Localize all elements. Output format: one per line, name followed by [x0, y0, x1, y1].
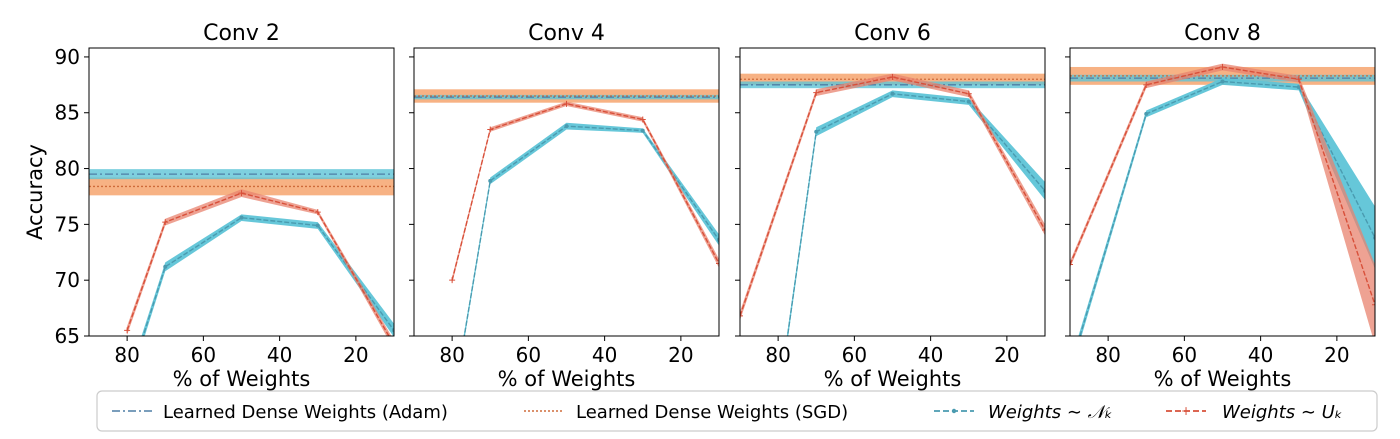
normal-point [564, 124, 569, 129]
plot-frame [1069, 47, 1376, 337]
uniform-point [449, 277, 456, 284]
normal-point [125, 384, 129, 388]
x-tick-label: 40 [1248, 343, 1273, 367]
panel-title: Conv 4 [528, 21, 605, 46]
uniform-point [1042, 226, 1045, 233]
legend-label-adam: Learned Dense Weights (Adam) [163, 402, 448, 423]
y-tick-label: 65 [55, 324, 80, 348]
x-tick-label: 80 [439, 343, 464, 367]
uniform-band [1070, 63, 1375, 336]
normal-point [1068, 367, 1072, 371]
uniform-point [889, 74, 896, 81]
uniform-point [1070, 261, 1073, 268]
normal-point [315, 223, 320, 228]
normal-point [163, 264, 168, 269]
normal-point [890, 91, 895, 96]
uniform-point [487, 126, 494, 133]
x-tick-label: 20 [994, 343, 1019, 367]
uniform-point [639, 116, 646, 123]
plot-frame [739, 47, 1046, 337]
normal-point [640, 128, 645, 133]
uniform-point [965, 90, 972, 97]
uniform-point [813, 89, 820, 96]
adam-band [89, 169, 394, 180]
normal-point [966, 99, 971, 104]
uniform-point [563, 100, 570, 107]
uniform-point [314, 209, 321, 216]
legend-entry-adam: Learned Dense Weights (Adam) [112, 402, 448, 423]
panel-title: Conv 6 [854, 21, 931, 46]
uniform-point [1295, 76, 1302, 83]
legend-label-normal: Weights ∼ 𝒩ₖ [988, 402, 1113, 423]
x-tick-label: 20 [668, 343, 693, 367]
y-axis-label: Accuracy [23, 144, 47, 240]
normal-point [239, 215, 244, 220]
uniform-point [391, 342, 397, 348]
uniform-point [1219, 63, 1226, 70]
panel-4: Conv 8 80 60 40 20 % of Weights [1065, 21, 1376, 391]
normal-series-line [1079, 80, 1375, 336]
x-tick-label: 80 [114, 343, 139, 367]
uniform-point [716, 260, 719, 267]
uniform-series-line [740, 76, 1045, 317]
normal-point [814, 129, 819, 134]
x-tick-label: 80 [1095, 343, 1120, 367]
y-tick-label: 70 [55, 268, 80, 292]
x-axis-label: % of Weights [173, 367, 311, 391]
x-tick-label: 20 [1324, 343, 1349, 367]
panel-3: Conv 6 80 60 40 20 % of Weights [735, 21, 1046, 391]
adam-band [414, 94, 719, 100]
legend-marker-normal [951, 408, 957, 414]
x-tick-label: 60 [191, 343, 216, 367]
uniform-point [124, 327, 131, 334]
x-tick-label: 60 [842, 343, 867, 367]
legend-frame [96, 390, 1378, 432]
y-tick-label: 75 [55, 212, 80, 236]
x-axis-label: % of Weights [824, 367, 962, 391]
uniform-point [1143, 81, 1150, 88]
x-tick-label: 40 [592, 343, 617, 367]
normal-point [1144, 111, 1149, 116]
panels-group: Conv 2 80 60 40 20 65 70 75 80 85 90 % of Weights Ac… [23, 21, 1376, 391]
panel-title: Conv 2 [203, 21, 280, 46]
uniform-point [238, 190, 245, 197]
x-tick-label: 80 [765, 343, 790, 367]
normal-point [1296, 85, 1301, 90]
plot-area [1068, 63, 1375, 371]
x-tick-label: 60 [516, 343, 541, 367]
normal-point [1220, 79, 1225, 84]
legend-marker-uniform: + [1181, 404, 1191, 418]
legend-entry-sgd: Learned Dense Weights (SGD) [524, 402, 848, 423]
x-axis-label: % of Weights [1154, 367, 1292, 391]
normal-band [1078, 78, 1375, 336]
legend-label-sgd: Learned Dense Weights (SGD) [576, 402, 848, 423]
x-tick-label: 60 [1172, 343, 1197, 367]
x-tick-label: 40 [267, 343, 292, 367]
panel-title: Conv 8 [1184, 21, 1261, 46]
adam-band [740, 81, 1045, 89]
uniform-point [162, 219, 169, 226]
panel-2: Conv 4 80 60 40 20 % of Weights [409, 21, 720, 391]
y-tick-label: 80 [55, 157, 80, 181]
y-tick-label: 90 [55, 45, 80, 69]
uniform-band [740, 73, 1045, 321]
plot-frame [413, 47, 720, 337]
plot-frame [88, 47, 395, 337]
normal-point [488, 178, 493, 183]
legend-entry-uniform: + Weights ∼ Uₖ [1166, 402, 1343, 423]
x-tick-label: 20 [343, 343, 368, 367]
legend-label-uniform: Weights ∼ Uₖ [1222, 402, 1343, 423]
legend: Learned Dense Weights (Adam) Learned Den… [96, 390, 1378, 432]
legend-entry-normal: Weights ∼ 𝒩ₖ [934, 402, 1113, 423]
plot-area [740, 73, 1045, 336]
uniform-point [740, 312, 743, 319]
panel-1: Conv 2 80 60 40 20 65 70 75 80 85 90 % of Weights Ac… [23, 21, 397, 391]
plot-area [89, 169, 397, 388]
uniform-point [1372, 301, 1375, 308]
y-tick-label: 85 [55, 101, 80, 125]
x-tick-label: 40 [918, 343, 943, 367]
plot-area [414, 89, 719, 336]
x-axis-label: % of Weights [498, 367, 636, 391]
